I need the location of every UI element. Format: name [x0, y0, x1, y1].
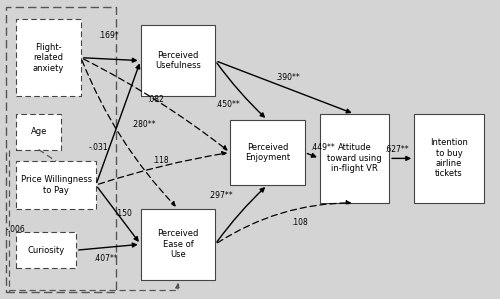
Text: Perceived
Enjoyment: Perceived Enjoyment [245, 143, 290, 162]
FancyBboxPatch shape [140, 25, 215, 96]
Text: Price Willingness
to Pay: Price Willingness to Pay [20, 175, 92, 195]
Text: -.031: -.031 [88, 143, 108, 152]
Text: .082: .082 [147, 95, 164, 104]
Text: Flight-
related
anxiety: Flight- related anxiety [33, 43, 64, 73]
Text: Curiosity: Curiosity [28, 246, 65, 255]
Text: .118: .118 [152, 156, 169, 165]
Text: .627**: .627** [384, 145, 409, 155]
FancyBboxPatch shape [320, 114, 389, 203]
FancyBboxPatch shape [140, 209, 215, 280]
FancyBboxPatch shape [414, 114, 484, 203]
Text: .390**: .390** [275, 73, 299, 82]
FancyBboxPatch shape [16, 232, 76, 268]
Text: Intention
to buy
airline
tickets: Intention to buy airline tickets [430, 138, 468, 179]
Text: .297**: .297** [208, 191, 233, 200]
FancyBboxPatch shape [16, 161, 96, 209]
Text: .169*: .169* [98, 31, 118, 40]
Text: Age: Age [30, 127, 47, 136]
FancyBboxPatch shape [230, 120, 304, 185]
FancyBboxPatch shape [16, 19, 81, 96]
FancyBboxPatch shape [16, 114, 61, 150]
Text: Perceived
Usefulness: Perceived Usefulness [155, 51, 201, 70]
Text: .150: .150 [115, 209, 132, 218]
Text: .449**: .449** [310, 143, 334, 152]
Text: Attitude
toward using
in-flight VR: Attitude toward using in-flight VR [327, 144, 382, 173]
Text: .450**: .450** [215, 100, 240, 109]
Text: .407**: .407** [94, 254, 118, 263]
Text: .280**: .280** [131, 120, 156, 129]
Text: -.006: -.006 [6, 225, 25, 234]
Text: .108: .108 [292, 218, 308, 227]
Text: Perceived
Ease of
Use: Perceived Ease of Use [157, 229, 198, 259]
